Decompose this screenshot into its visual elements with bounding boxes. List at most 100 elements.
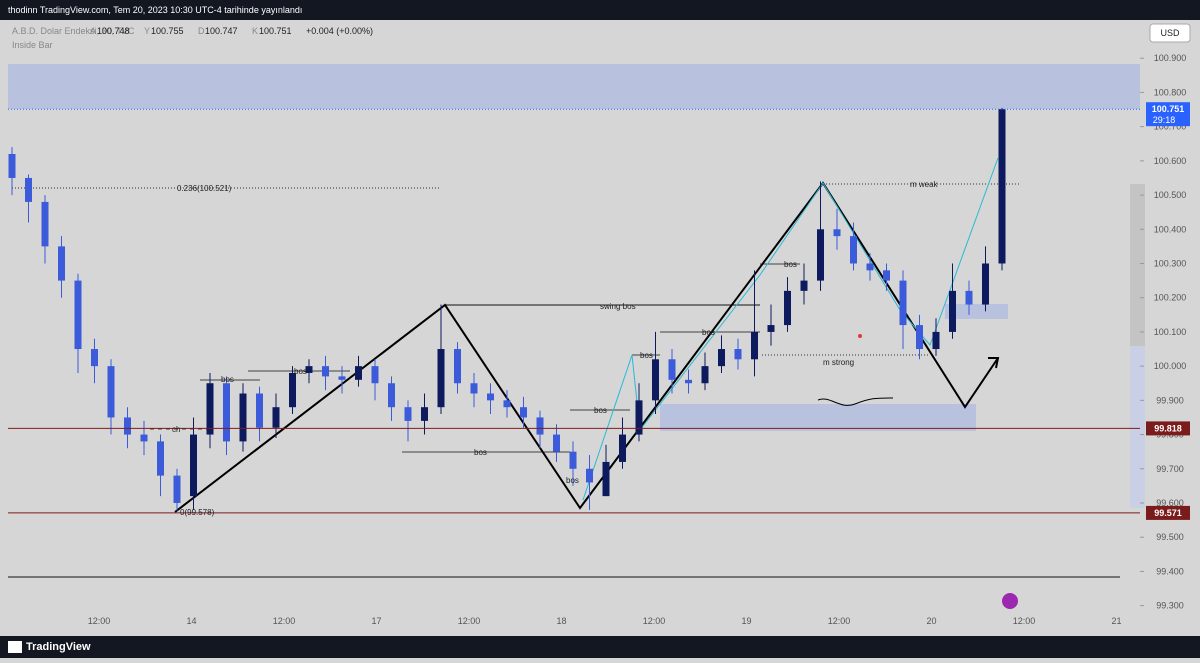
candle-body: [536, 417, 544, 435]
x-tick-label: 20: [926, 616, 936, 626]
currency-button[interactable]: [1149, 23, 1191, 43]
currency[interactable]: USD: [1160, 28, 1180, 38]
x-tick-label: 12:00: [458, 616, 481, 626]
candle-body: [916, 325, 923, 350]
zone: [8, 64, 1140, 109]
candle-body: [256, 393, 263, 428]
dot: [858, 334, 862, 338]
x-tick-label: 19: [741, 616, 751, 626]
candle-body: [157, 441, 164, 476]
header-bar: [0, 0, 1200, 20]
candle-body: [355, 366, 362, 380]
candle-body: [454, 349, 461, 384]
candle-body: [734, 349, 742, 360]
candle-body: [833, 229, 841, 237]
candle-body: [421, 407, 428, 421]
legend-key: A: [90, 26, 96, 36]
candle-body: [305, 366, 313, 373]
y-tick-label: 100.800: [1154, 87, 1187, 97]
annotation: bos: [566, 476, 579, 485]
x-tick-label: 14: [186, 616, 196, 626]
candle-body: [635, 400, 643, 435]
candle-body: [800, 280, 808, 291]
y-tick-label: 100.600: [1154, 156, 1187, 166]
annotation: m strong: [823, 358, 854, 367]
candle-body: [668, 359, 676, 380]
y-tick-label: 100.500: [1154, 190, 1187, 200]
candle-body: [586, 468, 593, 483]
candle-body: [25, 177, 32, 202]
candle-body: [850, 236, 857, 264]
y-tick-label: 99.900: [1156, 395, 1184, 405]
candle-body: [965, 290, 973, 305]
candle-body: [503, 400, 511, 408]
x-tick-label: 12:00: [643, 616, 666, 626]
candle-body: [223, 383, 230, 442]
candle-body: [371, 366, 379, 384]
event-icon[interactable]: [1002, 593, 1018, 609]
y-tick-label: 100.100: [1154, 327, 1187, 337]
candle-body: [41, 201, 49, 247]
candle-body: [569, 451, 577, 469]
countdown: 29:18: [1153, 115, 1176, 125]
zone: [660, 404, 976, 431]
annotation: bos: [221, 375, 234, 384]
legend-key: D: [198, 26, 205, 36]
legend-value: 100.755: [151, 26, 184, 36]
y-tick-label: 99.500: [1156, 532, 1184, 542]
ohlc-legend: A 100.748 Y 100.755 D 100.747 K 100.751: [90, 26, 292, 36]
x-tick-label: 12:00: [828, 616, 851, 626]
y-tick-label: 99.400: [1156, 566, 1184, 576]
annotation: 0(99.578): [180, 508, 215, 517]
candle-body: [322, 366, 329, 377]
candle-body: [817, 229, 824, 281]
x-tick-label: 12:00: [88, 616, 111, 626]
candle-body: [949, 290, 956, 332]
squiggle: [817, 397, 894, 406]
candle-body: [74, 280, 82, 350]
candle-body: [767, 325, 775, 332]
legend-value: 100.748: [97, 26, 130, 36]
price-label: 100.751: [1152, 104, 1185, 114]
indicator: Inside Bar: [12, 40, 53, 50]
candle-body: [58, 246, 65, 281]
annotation: ch: [172, 425, 180, 434]
candle-body: [718, 349, 725, 367]
candle-body: [602, 461, 610, 497]
change: +0.004 (+0.00%): [306, 26, 373, 36]
candle-body: [866, 263, 874, 271]
plot: 100.900 100.800 100.700 100.600 100.500 100.4…: [8, 53, 1190, 626]
candle-body: [932, 331, 940, 350]
arrow: [988, 357, 1000, 369]
x-tick-label: 12:00: [273, 616, 296, 626]
candle-body: [190, 434, 197, 497]
price-box: [1146, 505, 1190, 520]
y-tick-label: 100.700: [1154, 122, 1187, 132]
y-tick-label: 100.300: [1154, 258, 1187, 268]
x-tick-label: 18: [556, 616, 566, 626]
y-tick-label: 100.200: [1154, 293, 1187, 303]
candle-body: [289, 372, 296, 408]
x-tick-label: 21: [1111, 616, 1121, 626]
zone: [945, 304, 1008, 319]
zigzag: [174, 181, 999, 513]
brand: TradingView: [26, 641, 91, 653]
range-bar: [1130, 184, 1145, 346]
footer-bar: [0, 636, 1200, 658]
x-tick-label: 17: [371, 616, 381, 626]
price-label: 99.818: [1154, 423, 1182, 433]
y-tick-label: 99.700: [1156, 464, 1184, 474]
logo: [8, 641, 22, 653]
candle-body: [388, 383, 395, 408]
candle-body: [470, 383, 478, 394]
annotation: bos: [474, 448, 487, 457]
legend-key: K: [252, 26, 258, 36]
candle-body: [520, 407, 527, 418]
candle-body: [91, 349, 98, 367]
y-tick-label: 99.300: [1156, 601, 1184, 611]
candle-body: [8, 154, 16, 178]
candle-body: [751, 331, 758, 360]
price-label: 99.571: [1154, 508, 1182, 518]
